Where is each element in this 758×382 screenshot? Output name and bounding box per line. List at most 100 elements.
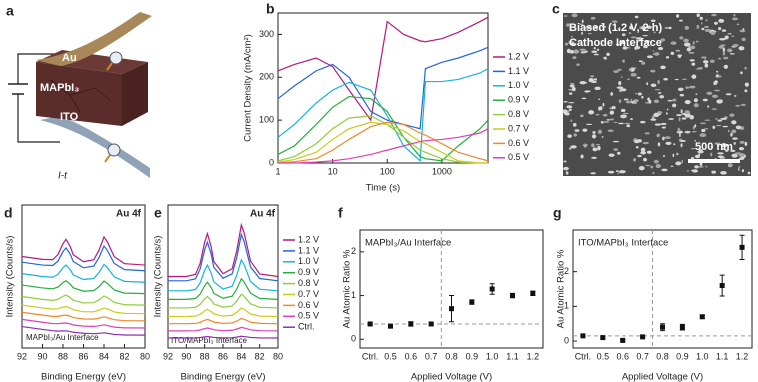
grain <box>566 105 573 109</box>
grain <box>621 33 626 37</box>
series-line <box>277 46 489 130</box>
point <box>428 321 434 327</box>
x-tick-label: 84 <box>236 351 246 361</box>
grain <box>661 168 668 172</box>
legend-label: 0.5 V <box>298 311 319 321</box>
grain <box>675 161 682 166</box>
grain <box>670 165 674 167</box>
grain <box>691 62 696 66</box>
grain <box>582 128 588 132</box>
grain <box>601 23 605 25</box>
grain <box>579 114 584 118</box>
legend-label: 0.7 V <box>298 289 319 299</box>
grain <box>618 170 626 174</box>
grain <box>579 48 587 51</box>
grain <box>569 84 575 88</box>
grain <box>644 164 651 167</box>
grain <box>574 129 580 132</box>
grain <box>639 120 646 124</box>
grain <box>741 169 745 173</box>
grain <box>738 157 745 161</box>
layer-label: ITO <box>60 111 79 123</box>
micrograph <box>562 13 751 176</box>
grain <box>653 159 659 164</box>
point <box>408 321 414 327</box>
grain <box>724 149 729 152</box>
grain <box>706 91 713 95</box>
grain <box>615 43 622 46</box>
grain <box>657 79 660 85</box>
grain <box>734 94 737 97</box>
grain <box>630 118 633 121</box>
grain <box>634 15 639 19</box>
au-sheet <box>36 12 152 66</box>
grain <box>598 98 601 100</box>
x-tick-label: 1.0 <box>486 351 499 361</box>
ito-sheet <box>40 116 150 178</box>
magnifier-handle <box>104 154 111 163</box>
x-tick-label: 84 <box>99 351 109 361</box>
grain <box>666 108 669 111</box>
grain <box>642 35 649 37</box>
y-axis-label: Intensity (Counts/s) <box>5 236 16 318</box>
grain <box>609 118 615 121</box>
legend-label: 1.0 V <box>298 256 319 266</box>
y-axis-label: Au Atomic Ratio % <box>342 249 353 328</box>
grain <box>646 25 652 29</box>
grain <box>716 99 723 104</box>
x-tick-label: 1.2 <box>527 351 540 361</box>
grain <box>679 19 683 22</box>
legend-label: 1.1 V <box>508 66 529 76</box>
grain <box>595 113 600 116</box>
x-tick-label: 0.7 <box>636 351 649 361</box>
magnifier <box>107 143 121 157</box>
grain <box>657 46 664 51</box>
x-tick-label: 86 <box>78 351 88 361</box>
grain <box>727 129 730 133</box>
circuit-wire <box>17 53 60 143</box>
y-tick-label: 1 <box>564 301 569 311</box>
grain <box>644 39 650 43</box>
grain <box>664 136 671 140</box>
grain <box>650 83 657 88</box>
series-line <box>21 294 146 306</box>
x-tick-label: 0.6 <box>616 351 629 361</box>
grain <box>646 150 652 154</box>
grain <box>653 31 656 34</box>
grain <box>567 102 575 104</box>
grain <box>710 31 716 36</box>
series-line <box>21 311 146 322</box>
grain <box>679 36 684 40</box>
plot-frame <box>359 229 544 349</box>
grain <box>598 106 603 111</box>
grain <box>665 141 672 146</box>
grain <box>593 47 596 50</box>
grain <box>690 148 696 150</box>
grain <box>610 92 614 96</box>
grain <box>677 127 680 132</box>
y-tick-label: 2 <box>564 266 569 276</box>
grain <box>714 21 718 25</box>
grain <box>704 63 709 68</box>
grain <box>672 98 677 102</box>
grain <box>665 56 670 59</box>
x-tick-label: 86 <box>218 351 228 361</box>
grain <box>719 156 722 159</box>
grain <box>647 97 650 102</box>
grain <box>590 172 596 175</box>
grain <box>635 92 638 95</box>
grain <box>585 82 588 84</box>
grain <box>602 113 608 117</box>
x-tick-label: 0.9 <box>466 351 479 361</box>
grain <box>594 25 598 30</box>
grain <box>676 130 683 134</box>
grain <box>606 52 610 56</box>
grain <box>729 53 735 55</box>
grain <box>747 171 751 175</box>
grain <box>567 134 573 138</box>
layer-label: MAPbI₃ <box>40 82 79 94</box>
grain <box>678 55 682 58</box>
grain <box>570 145 577 149</box>
grain <box>579 81 587 85</box>
grain <box>692 125 695 130</box>
